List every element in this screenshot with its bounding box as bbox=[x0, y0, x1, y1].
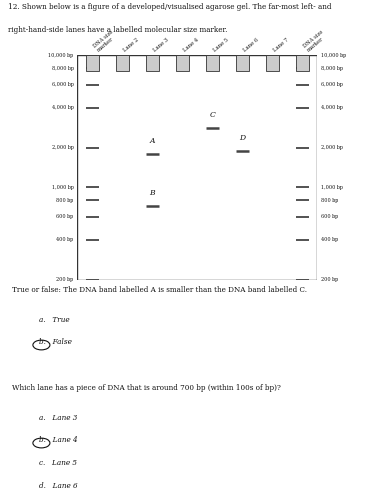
Text: Lane 3: Lane 3 bbox=[152, 37, 170, 53]
Text: C: C bbox=[209, 111, 215, 119]
Text: Lane 7: Lane 7 bbox=[272, 37, 289, 53]
Text: 1,000 bp: 1,000 bp bbox=[51, 185, 74, 190]
Text: b.   Lane 4: b. Lane 4 bbox=[39, 436, 77, 445]
Text: Lane 4: Lane 4 bbox=[182, 37, 200, 53]
Text: Lane 6: Lane 6 bbox=[242, 37, 260, 53]
Text: Lane 5: Lane 5 bbox=[212, 37, 229, 53]
Text: 400 bp: 400 bp bbox=[57, 237, 74, 242]
Text: 6,000 bp: 6,000 bp bbox=[321, 82, 343, 87]
Text: 10,000 bp: 10,000 bp bbox=[321, 53, 346, 58]
Text: 10,000 bp: 10,000 bp bbox=[48, 53, 74, 58]
Text: 600 bp: 600 bp bbox=[57, 214, 74, 219]
Text: 800 bp: 800 bp bbox=[56, 198, 74, 203]
Text: c.   Lane 5: c. Lane 5 bbox=[39, 459, 77, 467]
Text: a.   True: a. True bbox=[39, 316, 69, 324]
Text: right-hand-side lanes have a labelled molecular size marker.: right-hand-side lanes have a labelled mo… bbox=[8, 27, 227, 34]
Text: 1,000 bp: 1,000 bp bbox=[321, 185, 343, 190]
Bar bbox=[86, 55, 99, 71]
Bar bbox=[146, 55, 159, 71]
Text: True or false: The DNA band labelled A is smaller than the DNA band labelled C.: True or false: The DNA band labelled A i… bbox=[12, 286, 307, 293]
Bar bbox=[176, 55, 189, 71]
Text: 12. Shown below is a figure of a developed/visualised agarose gel. The far-most : 12. Shown below is a figure of a develop… bbox=[8, 3, 331, 11]
Text: 4,000 bp: 4,000 bp bbox=[51, 105, 74, 110]
Text: 2,000 bp: 2,000 bp bbox=[321, 145, 343, 150]
Text: 8,000 bp: 8,000 bp bbox=[321, 66, 343, 71]
Text: d.   Lane 6: d. Lane 6 bbox=[39, 482, 77, 489]
Text: 800 bp: 800 bp bbox=[321, 198, 339, 203]
Bar bbox=[266, 55, 279, 71]
Text: 2,000 bp: 2,000 bp bbox=[51, 145, 74, 150]
Bar bbox=[296, 55, 309, 71]
Text: 8,000 bp: 8,000 bp bbox=[51, 66, 74, 71]
Text: 4,000 bp: 4,000 bp bbox=[321, 105, 343, 110]
Text: 200 bp: 200 bp bbox=[321, 277, 338, 282]
Text: DNA size
marker: DNA size marker bbox=[302, 29, 328, 53]
Bar bbox=[236, 55, 249, 71]
Text: Lane 2: Lane 2 bbox=[122, 37, 140, 53]
Text: b.   False: b. False bbox=[39, 338, 72, 346]
Text: A: A bbox=[150, 137, 155, 145]
Text: DNA size
marker: DNA size marker bbox=[92, 29, 118, 53]
Bar bbox=[116, 55, 129, 71]
Text: D: D bbox=[239, 134, 245, 142]
Text: 6,000 bp: 6,000 bp bbox=[51, 82, 74, 87]
Bar bbox=[206, 55, 219, 71]
Text: 200 bp: 200 bp bbox=[57, 277, 74, 282]
Text: 600 bp: 600 bp bbox=[321, 214, 338, 219]
Text: B: B bbox=[149, 190, 155, 197]
Text: Which lane has a piece of DNA that is around 700 bp (within 100s of bp)?: Which lane has a piece of DNA that is ar… bbox=[12, 384, 281, 392]
Text: a.   Lane 3: a. Lane 3 bbox=[39, 414, 77, 422]
Text: 400 bp: 400 bp bbox=[321, 237, 338, 242]
